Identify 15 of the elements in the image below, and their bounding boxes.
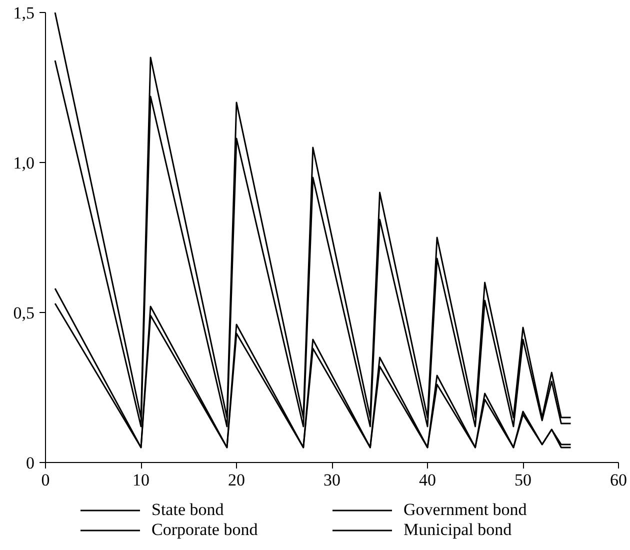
x-tick-label: 50 [514,470,532,490]
x-tick-label: 30 [324,470,340,490]
legend-label: Municipal bond [404,520,513,540]
legend-label: Government bond [404,500,528,520]
y-tick-label: 0 [26,454,34,472]
x-tick-label: 10 [132,470,150,490]
y-tick-label: 1,0 [13,154,34,172]
y-tick-label: 0,5 [13,304,34,322]
legend-label: State bond [152,500,225,520]
x-tick-label: 0 [41,470,50,490]
x-tick-label: 40 [419,470,436,490]
x-tick-label: 60 [610,470,627,490]
x-tick-label: 20 [228,470,245,490]
y-tick-label: 1,5 [13,4,34,22]
legend-label: Corporate bond [152,520,259,540]
